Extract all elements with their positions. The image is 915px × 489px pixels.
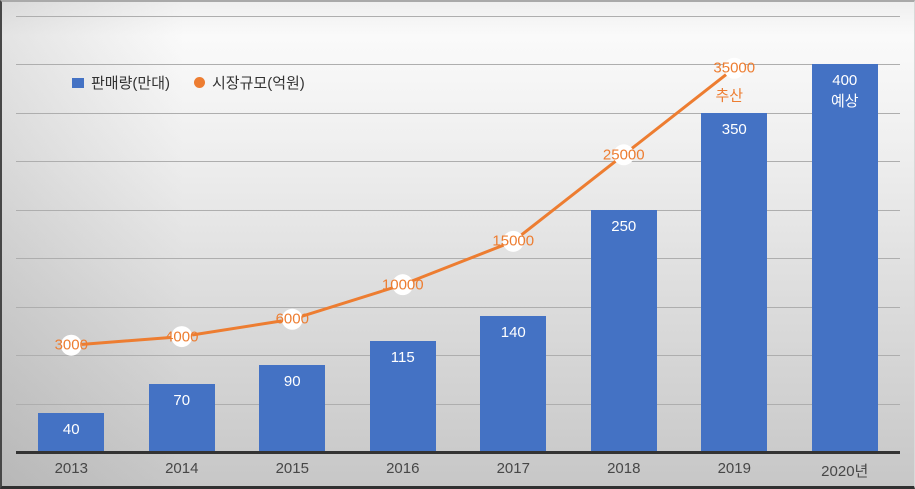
gridline [16, 355, 900, 357]
gridline [16, 16, 900, 17]
line-point-label: 3000 [54, 336, 88, 354]
gridline [16, 306, 900, 308]
x-axis-label-2016: 2016 [386, 460, 420, 477]
x-axis-label-2013: 2013 [54, 460, 88, 477]
x-axis-label-2017: 2017 [496, 460, 530, 477]
legend-label-market-size: 시장규모(억원) [212, 75, 305, 92]
line-annotation-label: 추산 [715, 87, 744, 105]
bar-value-label: 예상 [830, 93, 859, 111]
bar-value-label: 115 [390, 348, 415, 366]
line-point-label: 25000 [602, 146, 645, 164]
x-axis-label-2019: 2019 [717, 460, 751, 477]
legend-item-market-size: 시장규모(억원) [194, 72, 305, 93]
x-axis-label-2018: 2018 [607, 460, 641, 477]
line-point-label: 4000 [165, 328, 199, 346]
bar-2014: 70 [148, 384, 215, 452]
gridline [16, 112, 900, 114]
gridline [16, 258, 900, 260]
gridline [16, 161, 900, 163]
line-point-label: 6000 [275, 310, 309, 328]
gridline [16, 209, 900, 211]
line-point-label: 15000 [492, 232, 535, 250]
bar-value-label: 400 [832, 72, 858, 90]
line-series-swatch-icon [194, 77, 205, 88]
bar-value-label: 90 [283, 372, 301, 390]
x-axis-line [16, 451, 900, 454]
x-axis-label-2015: 2015 [275, 460, 309, 477]
bar-2013: 40 [38, 413, 105, 452]
bar-value-label: 140 [500, 324, 526, 342]
x-axis-label-2020년: 2020년 [821, 463, 869, 480]
x-axis-label-2014: 2014 [165, 460, 199, 477]
bar-2019: 350 [701, 112, 768, 452]
legend-item-sales-volume: 판매량(만대) [72, 72, 170, 93]
bar-2015: 90 [259, 364, 326, 452]
legend-label-sales-volume: 판매량(만대) [91, 75, 170, 92]
line-point-label: 35000 [713, 59, 756, 77]
bar-2020년: 400 예상 [811, 64, 878, 452]
gridline [16, 403, 900, 405]
bar-value-label: 70 [173, 392, 191, 410]
bar-value-label: 350 [721, 120, 747, 138]
bar-2018: 250 [590, 209, 657, 452]
bar-2017: 140 [480, 316, 547, 452]
gridline [16, 64, 900, 66]
bar-2016: 115 [369, 340, 436, 452]
chart-legend: 판매량(만대) 시장규모(억원) [72, 72, 305, 93]
line-point-label: 10000 [381, 276, 424, 294]
bar-value-label: 40 [62, 421, 80, 439]
bar-series-swatch-icon [72, 77, 84, 88]
bar-value-label: 250 [611, 217, 637, 235]
